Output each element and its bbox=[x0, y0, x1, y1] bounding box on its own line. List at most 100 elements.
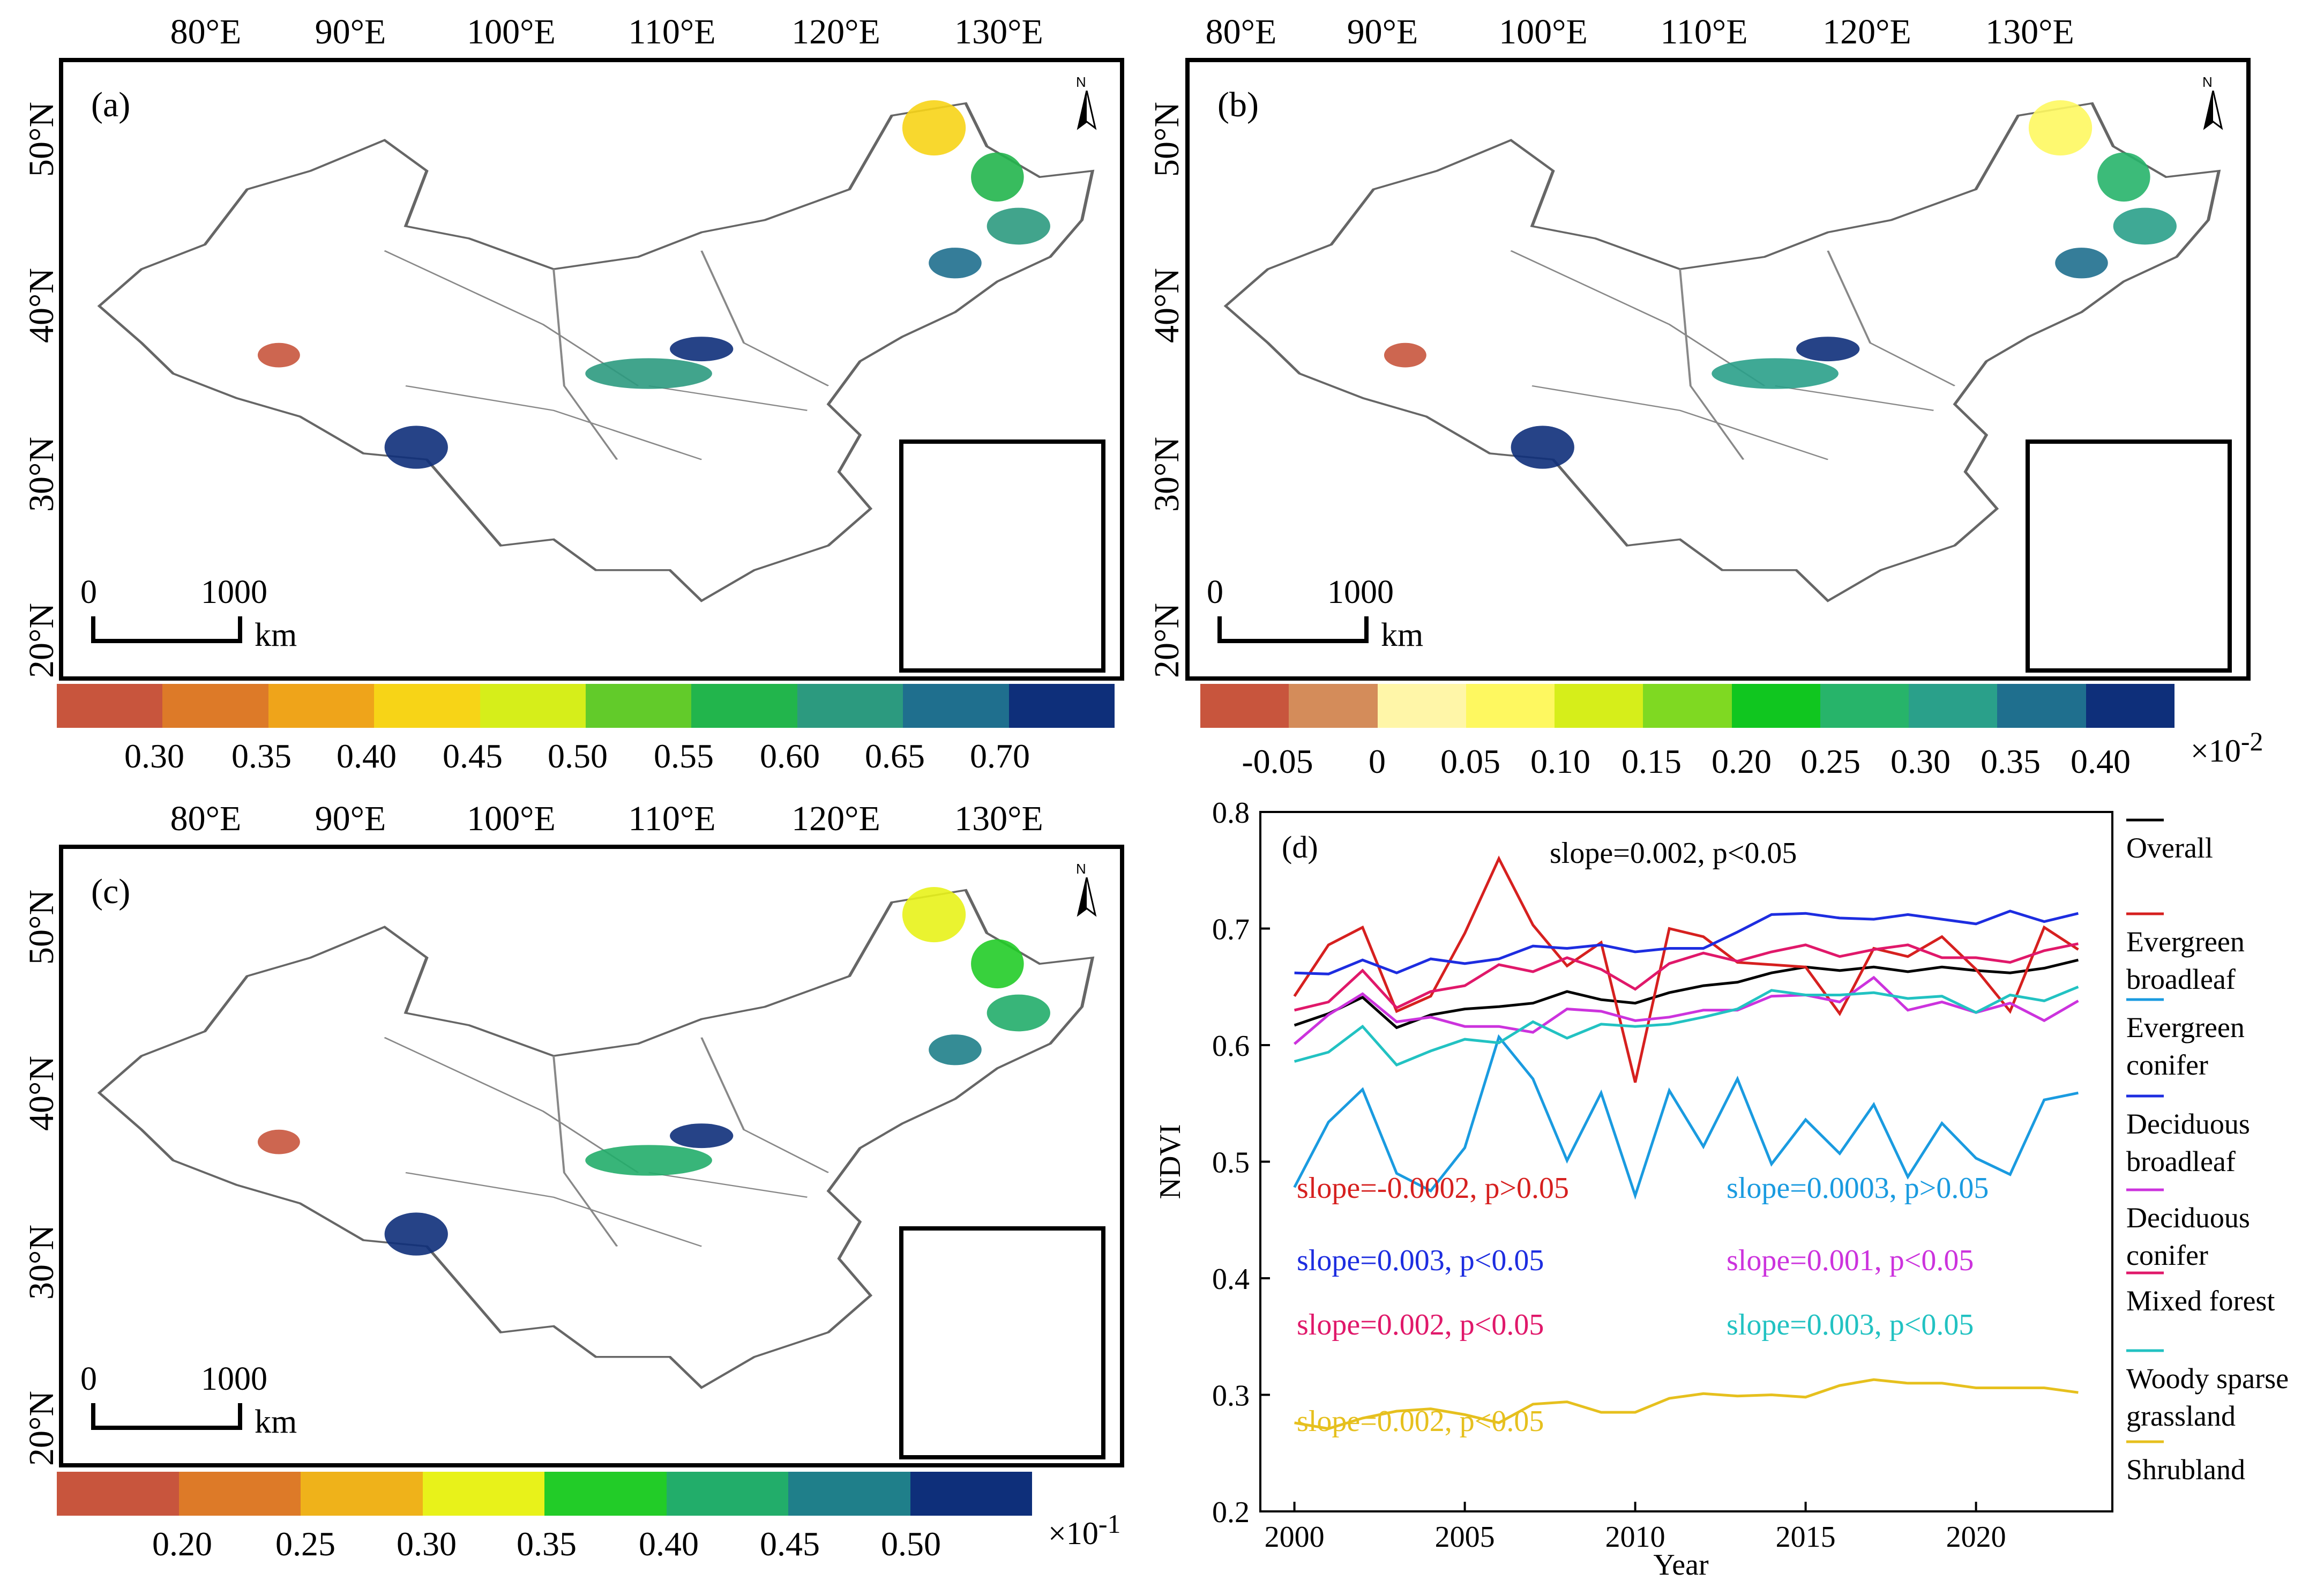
series-line bbox=[1293, 1034, 2079, 1200]
vegetation-patch bbox=[929, 248, 982, 279]
colorbar-segment bbox=[480, 684, 586, 728]
north-arrow-shape bbox=[1077, 877, 1097, 917]
panel-label: (d) bbox=[1282, 830, 1318, 864]
colorbar-segment bbox=[57, 684, 163, 728]
vegetation-patch bbox=[384, 1212, 448, 1256]
multiplier-exponent: -2 bbox=[2240, 726, 2263, 756]
legend-label: Evergreen bbox=[2126, 926, 2245, 958]
colorbar bbox=[57, 1472, 1032, 1516]
vegetation-patch bbox=[585, 1145, 712, 1176]
longitude-label: 100°E bbox=[1499, 12, 1588, 51]
vegetation-patch bbox=[902, 100, 966, 156]
colorbar-multiplier: ×10-2 bbox=[2191, 726, 2263, 770]
colorbar-segment bbox=[691, 684, 797, 728]
colorbar-tick-label: 0.20 bbox=[1712, 742, 1772, 780]
colorbar-tick-label: 0.30 bbox=[397, 1525, 457, 1563]
longitude-label: 130°E bbox=[1985, 12, 2074, 51]
slope-annotation: slope=0.002, p<0.05 bbox=[1297, 1405, 1544, 1438]
colorbar bbox=[57, 684, 1115, 728]
north-arrow-icon: N bbox=[1076, 74, 1097, 137]
colorbar-segment bbox=[910, 1472, 1032, 1516]
colorbar-tick-label: 0.40 bbox=[337, 737, 397, 775]
vegetation-patch bbox=[384, 426, 448, 469]
colorbar-segment bbox=[1008, 684, 1115, 728]
vegetation-patch bbox=[987, 994, 1050, 1032]
legend-label: conifer bbox=[2126, 1239, 2208, 1271]
panel-label: (b) bbox=[1217, 85, 1259, 124]
x-tick-label: 2000 bbox=[1265, 1521, 1325, 1554]
vegetation-patch bbox=[1796, 337, 1860, 362]
slope-annotation: slope=0.002, p<0.05 bbox=[1297, 1308, 1544, 1341]
province-boundary bbox=[1827, 250, 1956, 386]
colorbar-segment bbox=[1377, 684, 1466, 728]
legend-label: Mixed forest bbox=[2126, 1285, 2275, 1317]
colorbar-tick-label: 0.60 bbox=[760, 737, 820, 775]
colorbar-tick-label: 0.55 bbox=[654, 737, 714, 775]
series-line bbox=[1293, 975, 2079, 1045]
x-tick-label: 2020 bbox=[1946, 1521, 2006, 1554]
scale-1000: 1000 bbox=[1327, 574, 1394, 610]
colorbar-tick-label: 0.35 bbox=[1981, 742, 2041, 780]
province-boundary bbox=[1679, 269, 1745, 460]
longitude-label: 80°E bbox=[1205, 12, 1277, 51]
vegetation-patch bbox=[2113, 207, 2177, 245]
province-boundary bbox=[1531, 385, 1829, 460]
south-china-sea-inset bbox=[899, 439, 1105, 673]
multiplier-exponent: -1 bbox=[1098, 1509, 1121, 1539]
colorbar-tick-label: 0.70 bbox=[970, 737, 1030, 775]
colorbar-tick-label: 0 bbox=[1369, 742, 1386, 780]
province-boundary bbox=[700, 250, 830, 386]
scale-bar bbox=[91, 1403, 242, 1430]
vegetation-patch bbox=[670, 1123, 734, 1149]
scale-bar-line bbox=[91, 1403, 242, 1430]
north-arrow-shape bbox=[2203, 90, 2223, 130]
longitude-label: 100°E bbox=[467, 12, 556, 51]
colorbar-segment bbox=[586, 684, 692, 728]
legend-label: conifer bbox=[2126, 1049, 2208, 1081]
longitude-label: 90°E bbox=[315, 12, 386, 51]
vegetation-patch bbox=[2097, 152, 2150, 202]
colorbar-segment bbox=[301, 1472, 423, 1516]
colorbar-tick-label: 0.40 bbox=[2071, 742, 2131, 780]
vegetation-patch bbox=[987, 207, 1050, 245]
series-line bbox=[1294, 985, 2079, 1067]
colorbar-tick-label: 0.40 bbox=[639, 1525, 699, 1563]
colorbar-segment bbox=[544, 1472, 667, 1516]
colorbar-tick-label: -0.05 bbox=[1242, 742, 1313, 780]
north-label: N bbox=[1076, 74, 1086, 90]
province-boundary bbox=[552, 1056, 618, 1247]
country-boundary bbox=[1223, 102, 2221, 602]
legend-label: Overall bbox=[2126, 832, 2213, 864]
vegetation-patch bbox=[257, 1129, 300, 1154]
panel-label: (a) bbox=[91, 85, 131, 124]
colorbar-tick-label: 0.50 bbox=[548, 737, 608, 775]
series-line bbox=[1293, 855, 2079, 1083]
colorbar-segment bbox=[1731, 684, 1820, 728]
vegetation-patch bbox=[2028, 100, 2093, 156]
panel-label: (c) bbox=[91, 872, 131, 911]
province-boundary bbox=[648, 1172, 808, 1198]
vegetation-patch bbox=[1384, 342, 1426, 368]
north-arrow-icon: N bbox=[1076, 861, 1097, 924]
scale-bar bbox=[1217, 616, 1369, 643]
china-map bbox=[97, 100, 1095, 602]
vegetation-patch bbox=[257, 342, 300, 368]
scale-unit: km bbox=[1381, 617, 1424, 653]
legend-label: grassland bbox=[2126, 1400, 2236, 1432]
longitude-label: 120°E bbox=[1822, 12, 1911, 51]
colorbar-tick-label: 0.30 bbox=[124, 737, 184, 775]
province-boundary bbox=[552, 269, 618, 460]
longitude-label: 110°E bbox=[628, 12, 716, 51]
multiplier-base: ×10 bbox=[2191, 733, 2241, 769]
y-axis-label: NDVI bbox=[1154, 1124, 1187, 1199]
province-boundary bbox=[405, 385, 703, 460]
slope-annotation: slope=0.003, p<0.05 bbox=[1727, 1308, 1974, 1341]
slope-annotation: slope=0.003, p<0.05 bbox=[1297, 1244, 1544, 1277]
scale-1000: 1000 bbox=[201, 1361, 267, 1397]
longitude-label: 80°E bbox=[170, 799, 242, 838]
colorbar-tick-label: 0.50 bbox=[881, 1525, 941, 1563]
longitude-label: 90°E bbox=[315, 799, 386, 838]
colorbar bbox=[1200, 684, 2174, 728]
country-boundary bbox=[97, 102, 1095, 602]
